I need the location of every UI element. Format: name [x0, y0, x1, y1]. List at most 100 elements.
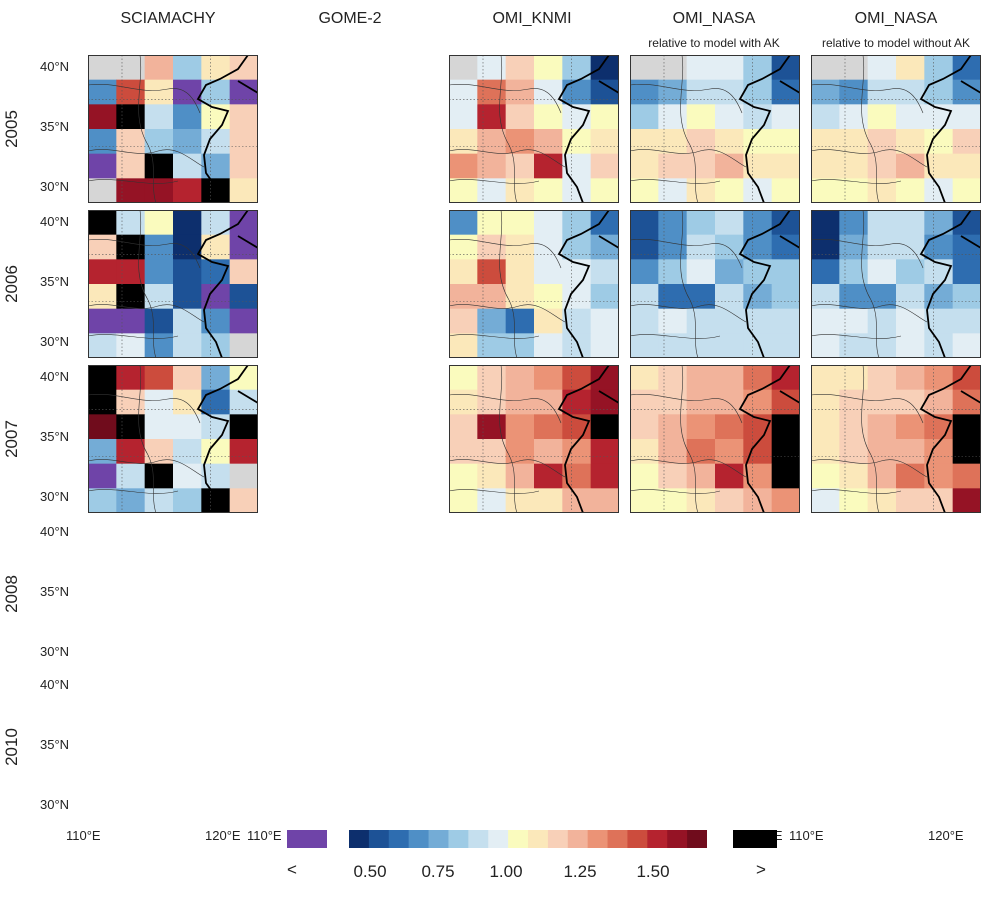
- heatmap-cell: [811, 389, 840, 415]
- lat-tick-label: 40°N: [40, 214, 70, 229]
- coastline: [779, 390, 800, 404]
- panel-frame: [88, 55, 258, 203]
- heatmap-cell: [534, 463, 563, 489]
- heatmap-cell: [590, 488, 619, 513]
- heatmap-cell: [867, 210, 897, 236]
- colorbar-swatch: [428, 830, 449, 848]
- heatmap-cell: [116, 439, 146, 465]
- heatmap-cell: [715, 389, 744, 415]
- province-border: [449, 304, 566, 323]
- heatmap-cell: [562, 333, 592, 358]
- coastline: [237, 80, 258, 94]
- heatmap-cell: [144, 178, 174, 203]
- heatmap-cell: [116, 79, 146, 105]
- heatmap-cell: [896, 488, 925, 513]
- heatmap-cell: [867, 234, 897, 260]
- panel-frame: [811, 55, 981, 203]
- heatmap-cell: [449, 333, 478, 358]
- heatmap-cell: [88, 178, 117, 203]
- province-border: [680, 365, 699, 513]
- province-border: [861, 365, 880, 513]
- heatmap-cell: [116, 129, 146, 155]
- heatmap-cell: [686, 333, 716, 358]
- colorbar-swatch: [647, 830, 668, 848]
- heatmap-cell: [201, 333, 231, 358]
- heatmap-cell: [590, 259, 619, 285]
- heatmap-cell: [173, 284, 202, 310]
- heatmap-cell: [201, 488, 231, 513]
- coastline: [738, 55, 791, 203]
- colorbar-tick-label: 1.25: [563, 862, 597, 881]
- heatmap-cell: [116, 153, 146, 179]
- heatmap-cell: [144, 210, 174, 236]
- heatmap-cell: [839, 104, 869, 130]
- heatmap-cell: [896, 178, 925, 203]
- heatmap-cell: [658, 488, 688, 513]
- heatmap-cell: [715, 414, 744, 440]
- lat-tick-label: 40°N: [40, 677, 70, 692]
- heatmap-cell: [590, 79, 619, 105]
- heatmap-cell: [88, 389, 117, 415]
- heatmap-cell: [839, 439, 869, 465]
- lat-tick-label: 30°N: [40, 797, 70, 812]
- heatmap-cell: [715, 234, 744, 260]
- lon-tick-label: 120°E: [928, 828, 964, 843]
- heatmap-cell: [477, 284, 507, 310]
- heatmap-cell: [116, 414, 146, 440]
- panel-frame: [630, 55, 800, 203]
- heatmap-cell: [771, 129, 800, 155]
- heatmap-cell: [658, 129, 688, 155]
- panel-frame: [449, 365, 619, 513]
- heatmap-cell: [839, 129, 869, 155]
- heatmap-cell: [715, 365, 744, 391]
- heatmap-cell: [144, 104, 174, 130]
- heatmap-cell: [811, 308, 840, 334]
- lat-tick-label: 30°N: [40, 334, 70, 349]
- heatmap-cell: [867, 389, 897, 415]
- heatmap-cell: [771, 463, 800, 489]
- province-border: [88, 149, 205, 168]
- heatmap-cell: [771, 153, 800, 179]
- province-border: [811, 489, 902, 494]
- province-border: [88, 489, 179, 494]
- heatmap-cell: [686, 488, 716, 513]
- heatmap-cell: [505, 488, 535, 513]
- heatmap-cell: [811, 104, 840, 130]
- province-border: [88, 179, 179, 184]
- colorbar-swatch: [528, 830, 549, 848]
- heatmap-cell: [811, 178, 840, 203]
- heatmap-cell: [896, 333, 925, 358]
- heatmap-cell: [590, 210, 619, 236]
- lat-tick-label: 40°N: [40, 524, 70, 539]
- heatmap-panel: [449, 210, 619, 358]
- heatmap-cell: [686, 389, 716, 415]
- heatmap-cell: [867, 104, 897, 130]
- heatmap-cell: [505, 210, 535, 236]
- panel-frame: [449, 210, 619, 358]
- heatmap-cell: [839, 414, 869, 440]
- heatmap-cell: [229, 259, 258, 285]
- heatmap-cell: [924, 234, 954, 260]
- province-border: [630, 149, 747, 168]
- lon-tick-label: 110°E: [789, 828, 824, 843]
- heatmap-cell: [896, 439, 925, 465]
- heatmap-cell: [477, 79, 507, 105]
- province-border: [811, 239, 924, 269]
- heatmap-cell: [811, 153, 840, 179]
- coastline: [738, 210, 791, 358]
- heatmap-cell: [867, 414, 897, 440]
- heatmap-cell: [173, 153, 202, 179]
- heatmap-cell: [952, 234, 981, 260]
- colorbar-swatch: [667, 830, 688, 848]
- heatmap-panel: [630, 210, 800, 358]
- heatmap-cell: [505, 79, 535, 105]
- colorbar-tick-label: 0.75: [421, 862, 455, 881]
- province-border: [449, 239, 562, 269]
- heatmap-cell: [144, 153, 174, 179]
- colorbar-tick-label: 0.50: [353, 862, 387, 881]
- heatmap-cell: [477, 389, 507, 415]
- heatmap-cell: [173, 178, 202, 203]
- heatmap-cell: [658, 79, 688, 105]
- heatmap-cell: [771, 104, 800, 130]
- heatmap-cell: [449, 55, 478, 81]
